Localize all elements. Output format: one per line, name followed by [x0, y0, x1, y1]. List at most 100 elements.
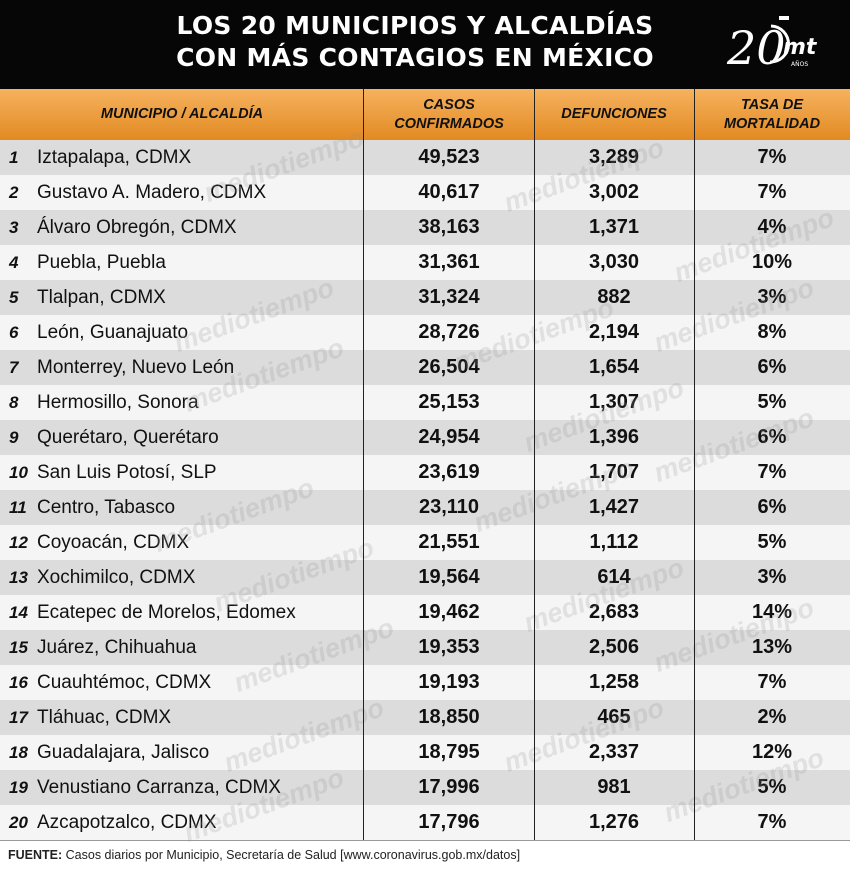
- defunciones-cell: 882: [597, 286, 631, 308]
- municipio-cell: Tlalpan, CDMX: [37, 287, 166, 308]
- rank-cell: 11: [9, 498, 27, 517]
- casos-confirmados-cell: 17,996: [418, 776, 480, 798]
- municipio-cell: Tláhuac, CDMX: [37, 707, 172, 728]
- logo-ring: [769, 24, 790, 64]
- title-banner: LOS 20 MUNICIPIOS Y ALCALDÍAS CON MÁS CO…: [0, 0, 850, 89]
- defunciones-cell: 465: [597, 706, 631, 728]
- rank-cell: 14: [9, 603, 28, 622]
- header-municipio-label: MUNICIPIO / ALCALDÍA: [100, 106, 264, 122]
- tasa-mortalidad-cell: 4%: [757, 216, 787, 238]
- table-row: 15 Juárez, Chihuahua 19,353 2,506 13%: [0, 630, 850, 665]
- tasa-mortalidad-cell: 13%: [751, 636, 793, 658]
- casos-confirmados-cell: 38,163: [418, 216, 480, 238]
- table-row: 3 Álvaro Obregón, CDMX 38,163 1,371 4%: [0, 210, 850, 245]
- rank-cell: 1: [9, 148, 19, 167]
- casos-confirmados-cell: 21,551: [418, 531, 480, 553]
- tasa-mortalidad-cell: 5%: [757, 776, 787, 798]
- tasa-mortalidad-cell: 7%: [757, 181, 787, 203]
- municipio-cell: Venustiano Carranza, CDMX: [37, 777, 281, 798]
- defunciones-cell: 1,427: [588, 496, 640, 518]
- municipio-cell: Monterrey, Nuevo León: [37, 357, 235, 378]
- table-row: 5 Tlalpan, CDMX 31,324 882 3%: [0, 280, 850, 315]
- rank-cell: 18: [9, 743, 28, 762]
- table-row: 4 Puebla, Puebla 31,361 3,030 10%: [0, 245, 850, 280]
- rank-cell: 12: [9, 533, 28, 552]
- defunciones-cell: 3,289: [588, 146, 640, 168]
- table-row: 8 Hermosillo, Sonora 25,153 1,307 5%: [0, 385, 850, 420]
- table-row: 7 Monterrey, Nuevo León 26,504 1,654 6%: [0, 350, 850, 385]
- rank-cell: 7: [9, 358, 19, 377]
- defunciones-cell: 1,112: [589, 531, 639, 553]
- table-header: MUNICIPIO / ALCALDÍA CASOS CONFIRMADOS D…: [0, 89, 850, 140]
- rank-cell: 10: [9, 463, 28, 482]
- logo-stopwatch-top: [779, 16, 789, 20]
- municipio-cell: Coyoacán, CDMX: [37, 532, 190, 553]
- table-row: 17 Tláhuac, CDMX 18,850 465 2%: [0, 700, 850, 735]
- header-casos-line-2: CONFIRMADOS: [394, 115, 504, 132]
- municipio-cell: Querétaro, Querétaro: [37, 427, 219, 448]
- source-text: Casos diarios por Municipio, Secretaría …: [65, 848, 521, 862]
- defunciones-cell: 3,030: [588, 251, 640, 273]
- rank-cell: 19: [9, 778, 28, 797]
- header-casos-confirmados: CASOS CONFIRMADOS: [364, 89, 534, 140]
- defunciones-cell: 1,654: [588, 356, 640, 378]
- rank-cell: 20: [9, 813, 28, 832]
- column-divider: [694, 89, 695, 840]
- municipio-cell: Ecatepec de Morelos, Edomex: [37, 602, 296, 623]
- logo-number: 20: [726, 21, 786, 72]
- rank-cell: 4: [9, 253, 19, 272]
- title-line-1: LOS 20 MUNICIPIOS Y ALCALDÍAS: [176, 11, 654, 40]
- table-row: 19 Venustiano Carranza, CDMX 17,996 981 5%: [0, 770, 850, 805]
- municipio-cell: León, Guanajuato: [37, 322, 189, 343]
- table-row: 9 Querétaro, Querétaro 24,954 1,396 6%: [0, 420, 850, 455]
- tasa-mortalidad-cell: 6%: [757, 426, 787, 448]
- table-row: 6 León, Guanajuato 28,726 2,194 8%: [0, 315, 850, 350]
- casos-confirmados-cell: 25,153: [418, 391, 480, 413]
- casos-confirmados-cell: 31,361: [418, 251, 480, 273]
- municipio-cell: Hermosillo, Sonora: [37, 392, 199, 413]
- mediotiempo-20-anos-logo: 20 mt AÑOS: [726, 16, 818, 72]
- page-title: LOS 20 MUNICIPIOS Y ALCALDÍAS CON MÁS CO…: [90, 10, 740, 74]
- table-row: 20 Azcapotzalco, CDMX 17,796 1,276 7%: [0, 805, 850, 840]
- table-body: 1 Iztapalapa, CDMX 49,523 3,289 7% 2 Gustavo A…: [0, 140, 850, 840]
- logo-sub: AÑOS: [791, 61, 808, 68]
- tasa-mortalidad-cell: 5%: [757, 531, 787, 553]
- tasa-mortalidad-cell: 7%: [757, 671, 787, 693]
- casos-confirmados-cell: 49,523: [418, 146, 480, 168]
- municipio-cell: Juárez, Chihuahua: [37, 637, 197, 658]
- rank-cell: 17: [9, 708, 28, 727]
- tasa-mortalidad-cell: 10%: [751, 251, 793, 273]
- defunciones-cell: 614: [597, 566, 631, 588]
- defunciones-cell: 2,506: [588, 636, 640, 658]
- defunciones-cell: 2,337: [588, 741, 640, 763]
- defunciones-cell: 1,707: [588, 461, 640, 483]
- municipio-cell: Azcapotzalco, CDMX: [37, 812, 217, 833]
- defunciones-cell: 1,307: [588, 391, 640, 413]
- rank-cell: 5: [9, 288, 19, 307]
- defunciones-cell: 1,276: [588, 811, 640, 833]
- tasa-mortalidad-cell: 7%: [757, 811, 787, 833]
- casos-confirmados-cell: 28,726: [418, 321, 480, 343]
- rank-cell: 8: [9, 393, 19, 412]
- header-tasa-line-1: TASA DE: [740, 96, 804, 113]
- rank-cell: 3: [9, 218, 19, 237]
- header-defunciones: DEFUNCIONES: [534, 89, 694, 140]
- municipio-cell: Cuauhtémoc, CDMX: [37, 672, 212, 693]
- column-divider: [363, 89, 364, 840]
- tasa-mortalidad-cell: 12%: [751, 741, 793, 763]
- casos-confirmados-cell: 18,795: [418, 741, 480, 763]
- tasa-mortalidad-cell: 2%: [757, 706, 787, 728]
- municipio-cell: Centro, Tabasco: [37, 497, 176, 518]
- table-row: 12 Coyoacán, CDMX 21,551 1,112 5%: [0, 525, 850, 560]
- table-row: 14 Ecatepec de Morelos, Edomex 19,462 2,683…: [0, 595, 850, 630]
- defunciones-cell: 981: [597, 776, 631, 798]
- table-row: 1 Iztapalapa, CDMX 49,523 3,289 7%: [0, 140, 850, 175]
- municipio-cell: Gustavo A. Madero, CDMX: [37, 182, 267, 203]
- tasa-mortalidad-cell: 3%: [757, 286, 787, 308]
- casos-confirmados-cell: 19,353: [418, 636, 480, 658]
- defunciones-cell: 1,258: [588, 671, 640, 693]
- tasa-mortalidad-cell: 7%: [757, 461, 787, 483]
- municipio-cell: Álvaro Obregón, CDMX: [37, 217, 237, 238]
- defunciones-cell: 3,002: [588, 181, 640, 203]
- source-label: FUENTE:: [8, 848, 63, 862]
